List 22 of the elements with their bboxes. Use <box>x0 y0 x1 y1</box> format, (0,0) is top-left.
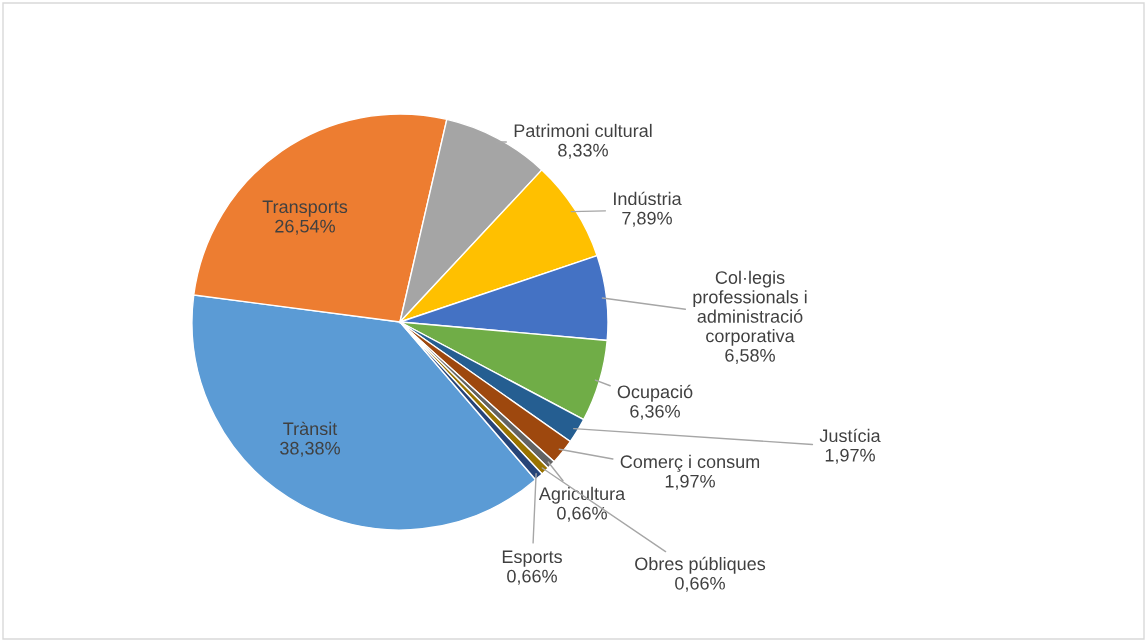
data-label: 6,36% <box>630 404 680 420</box>
slice-label: Obres públiques <box>635 556 766 574</box>
data-label: 38,38% <box>280 441 340 457</box>
data-label: 0,66% <box>675 576 725 592</box>
data-label: 1,97% <box>665 474 715 490</box>
data-label: 0,66% <box>507 569 557 585</box>
slice-label: Trànsit <box>283 421 338 436</box>
data-label: 26,54% <box>275 219 335 235</box>
slice-label: Comerç i consum <box>620 454 760 472</box>
slice-label: Justícia <box>819 428 881 443</box>
slice-label: Agricultura <box>538 486 626 504</box>
slice-label: Indústria <box>614 191 682 206</box>
slice-label: Patrimoni cultural <box>514 123 652 138</box>
slice-label: Esports <box>502 550 562 567</box>
slice-label: Transports <box>262 200 348 217</box>
slice-label: Ocupació <box>617 384 693 402</box>
data-label: 7,89% <box>622 211 672 227</box>
data-label: 6,58% <box>725 348 775 364</box>
data-label: 1,97% <box>825 448 875 464</box>
data-label: 0,66% <box>557 506 607 522</box>
slice-label: Col·legis professionals i administració corporativa <box>693 270 807 346</box>
data-label: 8,33% <box>558 143 608 159</box>
